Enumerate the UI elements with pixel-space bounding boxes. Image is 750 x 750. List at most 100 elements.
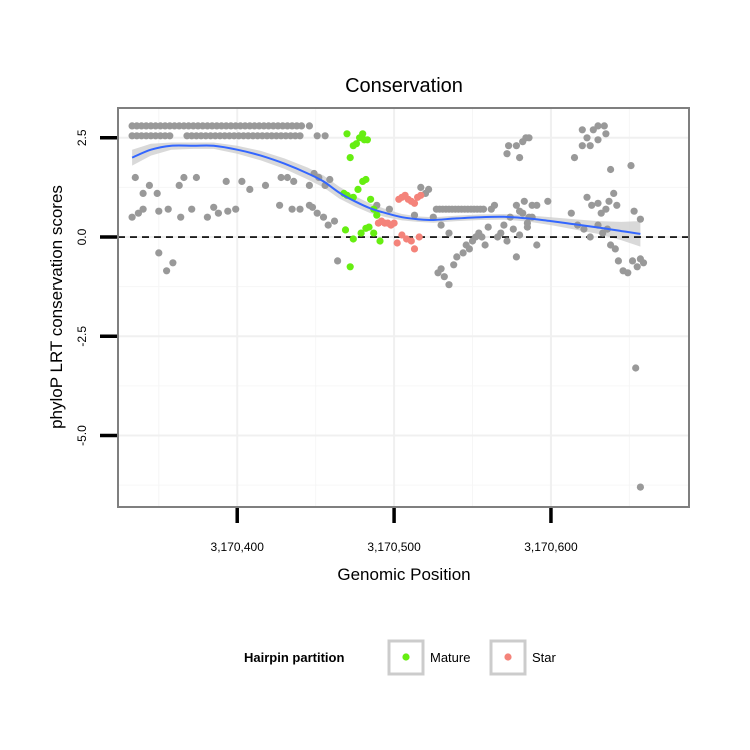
data-point-other [238, 177, 246, 185]
data-point-other [169, 259, 177, 267]
y-tick-label: 0.0 [75, 228, 89, 245]
data-point-other [586, 142, 594, 150]
data-point-other [453, 253, 461, 261]
data-point-other [203, 213, 211, 221]
data-point-other [232, 205, 240, 213]
data-point-other [525, 134, 533, 142]
data-point-other [277, 173, 285, 182]
data-point-mature [343, 130, 351, 138]
data-point-other [155, 249, 163, 257]
data-point-star [410, 245, 419, 253]
data-point-other [440, 273, 448, 281]
data-point-other [484, 223, 492, 231]
data-point-other [437, 265, 445, 273]
data-point-other [583, 193, 591, 201]
x-tick-label: 3,170,600 [524, 540, 578, 554]
data-point-other [459, 249, 467, 257]
data-point-other [580, 225, 588, 233]
data-point-other [308, 203, 317, 211]
data-point-other [465, 245, 473, 253]
data-point-star [410, 199, 419, 207]
data-point-star [390, 219, 398, 227]
data-point-other [516, 207, 524, 215]
data-point-other [490, 201, 499, 209]
data-point-other [131, 173, 139, 182]
data-point-other [610, 189, 618, 197]
y-tick-label: -5.0 [75, 425, 89, 446]
data-point-other [509, 225, 517, 233]
panel-border [117, 107, 690, 508]
data-point-other [155, 207, 163, 215]
data-point-other [512, 142, 521, 150]
data-point-other [516, 154, 524, 162]
data-point-other [639, 259, 648, 267]
data-point-other [512, 253, 521, 261]
data-point-other [139, 189, 147, 197]
data-point-other [533, 201, 541, 209]
data-point-other [326, 175, 334, 184]
data-point-other [624, 269, 632, 277]
data-point-other [503, 237, 511, 245]
legend-title: Hairpin partition [244, 650, 344, 665]
y-tick-label: 2.5 [75, 129, 89, 146]
data-point-other [188, 205, 196, 213]
data-point-other [500, 221, 508, 229]
data-point-other [578, 142, 586, 150]
data-point-other [437, 221, 445, 229]
data-point-other [505, 142, 513, 150]
data-point-mature [373, 211, 381, 219]
data-point-mature [346, 263, 354, 271]
data-point-other [628, 257, 637, 265]
legend-dot-star [504, 653, 512, 661]
data-point-mature [357, 229, 365, 237]
data-point-other [128, 213, 136, 221]
data-point-other [599, 229, 607, 237]
data-point-other [583, 134, 591, 142]
data-point-other [523, 219, 532, 227]
data-point-mature [362, 175, 370, 184]
data-point-mature [360, 136, 368, 144]
data-point-other [313, 132, 321, 140]
legend-label-mature: Mature [430, 650, 470, 665]
data-point-other [210, 203, 218, 211]
data-point-star [393, 239, 401, 247]
data-point-other [605, 197, 613, 205]
data-point-other [214, 209, 222, 217]
data-point-other [164, 205, 172, 213]
legend-label-star: Star [532, 650, 557, 665]
data-point-other [334, 257, 342, 265]
data-point-other [445, 229, 453, 237]
data-point-star [415, 233, 423, 241]
data-point-other [288, 205, 296, 213]
data-point-other [611, 245, 619, 253]
data-point-other [602, 205, 610, 213]
data-point-mature [354, 185, 362, 193]
data-point-other [177, 213, 185, 221]
x-axis-title: Genomic Position [337, 565, 470, 584]
x-tick-marks [235, 508, 553, 523]
data-point-mature [341, 226, 350, 234]
data-point-other [567, 209, 575, 217]
data-point-other [145, 181, 153, 189]
data-point-other [410, 211, 419, 219]
data-point-other [417, 183, 425, 191]
data-point-mature [346, 154, 354, 162]
data-point-other [594, 122, 602, 130]
data-point-other [627, 162, 635, 170]
data-point-other [600, 122, 608, 130]
data-point-other [594, 199, 602, 207]
data-point-other [139, 205, 147, 213]
data-point-other [134, 209, 142, 217]
data-point-other [613, 201, 621, 209]
x-tick-label: 3,170,400 [211, 540, 265, 554]
data-point-other [497, 229, 505, 237]
data-point-other [261, 181, 270, 189]
data-point-other [633, 263, 641, 271]
data-point-other [425, 185, 433, 193]
chart-title: Conservation [345, 75, 463, 97]
data-point-other [516, 231, 524, 239]
data-point-mature [365, 223, 373, 231]
data-point-other [614, 257, 623, 265]
legend-dot-mature [402, 653, 410, 661]
data-point-other [586, 233, 594, 241]
